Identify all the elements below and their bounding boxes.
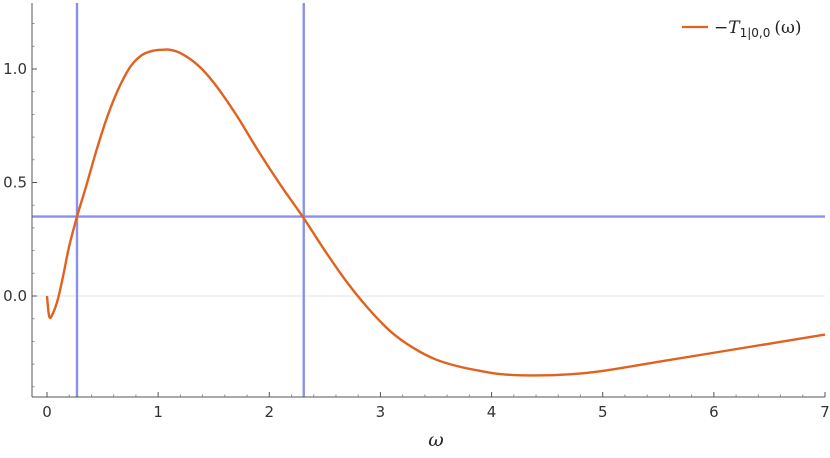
x-tick-label: 6 xyxy=(709,403,719,421)
legend: −T1|0,0 (ω) xyxy=(682,18,802,40)
series-layer xyxy=(45,48,826,377)
ticks-layer: 0 1 2 3 4 5 6 7 0.0 0.5 1.0 xyxy=(3,23,830,421)
reference-lines-layer xyxy=(32,3,825,397)
y-tick-label: 0.0 xyxy=(3,287,27,305)
x-tick-label: 3 xyxy=(376,403,386,421)
x-axis-label: ω xyxy=(428,429,444,451)
series-line xyxy=(45,48,826,377)
x-tick-label: 7 xyxy=(820,403,830,421)
x-tick-label: 5 xyxy=(598,403,608,421)
y-tick-label: 0.5 xyxy=(3,174,27,192)
legend-entry-prefix: −T xyxy=(714,18,741,38)
legend-entry-suffix: (ω) xyxy=(774,18,801,38)
x-tick-label: 4 xyxy=(487,403,497,421)
x-tick-label: 1 xyxy=(153,403,163,421)
x-tick-label: 2 xyxy=(265,403,275,421)
axes-frame-layer xyxy=(31,3,825,398)
y-tick-label: 1.0 xyxy=(3,60,27,78)
x-tick-label: 0 xyxy=(42,403,52,421)
legend-entry-subscript: 1|0,0 xyxy=(740,26,771,40)
legend-entry-text: −T1|0,0 (ω) xyxy=(714,18,802,40)
